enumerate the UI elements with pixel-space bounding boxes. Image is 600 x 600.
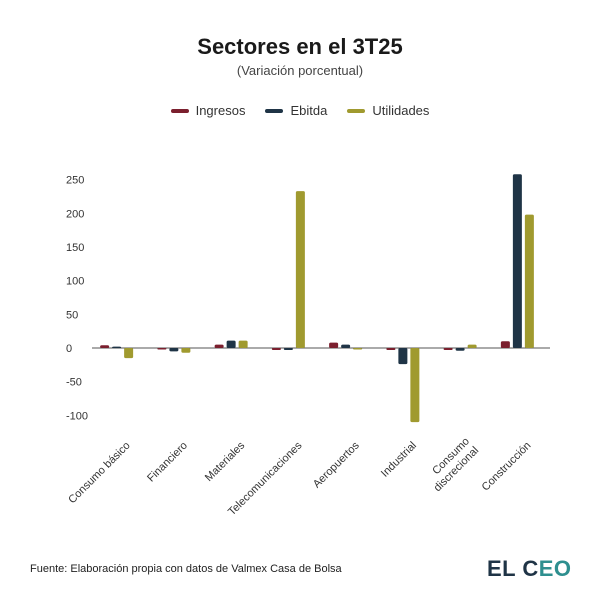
legend-swatch-ingresos bbox=[170, 108, 189, 113]
y-tick-label: -50 bbox=[66, 377, 82, 389]
y-tick-label: 100 bbox=[66, 276, 84, 288]
bar-ingresos-materiales bbox=[214, 344, 224, 348]
x-tick-label-consumo-discrecional: Consumodiscrecional bbox=[422, 435, 481, 494]
legend-item-utilidades: Utilidades bbox=[347, 103, 429, 118]
bar-ingresos-industrial bbox=[386, 348, 396, 351]
legend-label-utilidades: Utilidades bbox=[372, 103, 430, 118]
legend: Ingresos Ebitda Utilidades bbox=[0, 103, 600, 118]
legend-item-ingresos: Ingresos bbox=[170, 103, 246, 118]
bar-ebitda-consumo-discrecional bbox=[455, 348, 465, 351]
bar-utilidades-consumo-basico bbox=[124, 348, 134, 359]
bar-ebitda-financiero bbox=[169, 348, 179, 352]
bar-ingresos-construccion bbox=[500, 341, 510, 348]
source-note: Fuente: Elaboración propia con datos de … bbox=[30, 563, 342, 575]
bar-ingresos-consumo-discrecional bbox=[443, 348, 453, 351]
y-tick-label: 200 bbox=[66, 208, 84, 220]
legend-swatch-ebitda bbox=[265, 108, 284, 113]
bar-ebitda-telecomunicaciones bbox=[283, 348, 293, 351]
legend-label-ebitda: Ebitda bbox=[290, 103, 328, 118]
y-tick-label: -100 bbox=[66, 410, 88, 422]
bar-ebitda-materiales bbox=[226, 340, 236, 348]
legend-label-ingresos: Ingresos bbox=[195, 103, 246, 118]
bar-ebitda-aeropuertos bbox=[341, 344, 351, 348]
y-tick-label: 250 bbox=[66, 175, 84, 187]
y-tick-label: 50 bbox=[66, 309, 78, 321]
x-tick-label-industrial: Industrial bbox=[379, 440, 419, 480]
x-tick-label-construccion: Construcción bbox=[480, 440, 534, 494]
x-tick-label-materiales: Materiales bbox=[203, 439, 248, 484]
bar-ebitda-construccion bbox=[512, 174, 522, 348]
bar-utilidades-telecomunicaciones bbox=[295, 191, 305, 348]
bar-ingresos-telecomunicaciones bbox=[271, 348, 281, 351]
x-tick-label-financiero: Financiero bbox=[145, 440, 190, 485]
legend-swatch-utilidades bbox=[347, 108, 366, 113]
bar-ebitda-consumo-basico bbox=[112, 346, 122, 349]
x-tick-label-consumo-basico: Consumo básico bbox=[66, 440, 132, 506]
bar-utilidades-industrial bbox=[410, 348, 420, 423]
legend-item-ebitda: Ebitda bbox=[265, 103, 327, 118]
x-tick-label-aeropuertos: Aeropuertos bbox=[311, 439, 362, 490]
bar-ingresos-consumo-basico bbox=[100, 345, 110, 348]
chart-title: Sectores en el 3T25 bbox=[197, 34, 403, 59]
el-ceo-logo: EL CEO bbox=[487, 556, 572, 581]
bar-utilidades-consumo-discrecional bbox=[467, 344, 477, 348]
bar-ingresos-aeropuertos bbox=[329, 342, 339, 348]
bar-ingresos-financiero bbox=[157, 348, 167, 350]
y-tick-label: 0 bbox=[66, 343, 72, 355]
bar-utilidades-aeropuertos bbox=[353, 348, 363, 350]
chart-subtitle: (Variación porcentual) bbox=[236, 63, 364, 78]
bar-utilidades-financiero bbox=[181, 348, 191, 353]
bar-ebitda-industrial bbox=[398, 348, 408, 365]
bar-utilidades-construccion bbox=[524, 214, 534, 348]
bar-utilidades-materiales bbox=[238, 340, 248, 348]
y-tick-label: 150 bbox=[66, 242, 84, 254]
